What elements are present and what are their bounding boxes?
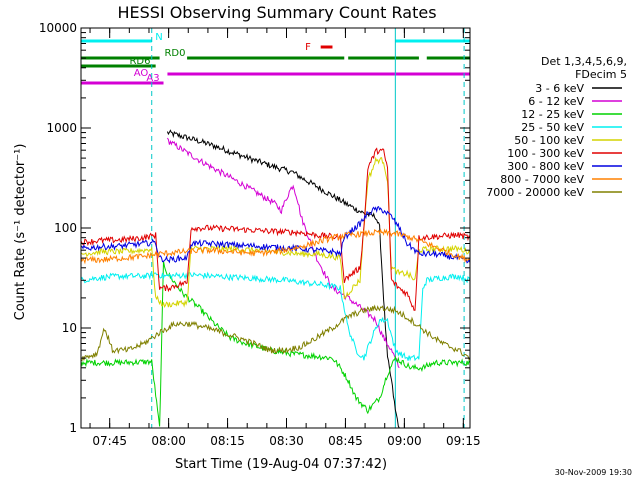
legend-entry-label: 100 - 300 keV	[507, 147, 584, 160]
series-line-7	[80, 228, 471, 265]
y-tick-label: 1	[69, 421, 77, 435]
flag-label: RD0	[164, 48, 185, 59]
x-tick-label: 08:00	[151, 434, 186, 448]
legend-header: FDecim 5	[575, 68, 627, 81]
y-axis-label: Count Rate (s⁻¹ detector⁻¹)	[13, 144, 28, 321]
legend-entry-label: 800 - 7000 keV	[500, 173, 584, 186]
flag-label: RD6	[129, 56, 150, 67]
x-axis-label: Start Time (19-Aug-04 07:37:42)	[175, 457, 387, 472]
flag-label: AO	[134, 68, 149, 79]
y-tick-label: 1000	[46, 121, 77, 135]
series-line-3	[80, 271, 471, 362]
series-line-6	[80, 206, 471, 264]
series-line-2	[80, 261, 471, 427]
legend-entry-label: 300 - 800 keV	[507, 160, 584, 173]
y-tick-label: 10000	[39, 21, 77, 35]
y-tick-label: 100	[54, 221, 77, 235]
legend-entry-label: 12 - 25 keV	[521, 108, 584, 121]
x-axis-ticks: 07:45 08:00 08:15 08:30 08:45 09:00 09:15	[89, 28, 481, 448]
legend-header: Det 1,3,4,5,6,9,	[541, 55, 627, 68]
x-tick-label: 07:45	[92, 434, 127, 448]
x-tick-label: 09:15	[446, 434, 481, 448]
flag-label: N	[155, 32, 162, 43]
legend-entry-label: 50 - 100 keV	[514, 134, 584, 147]
series-line-1	[166, 137, 400, 369]
legend-entry-label: 25 - 50 keV	[521, 121, 584, 134]
y-tick-label: 10	[62, 321, 77, 335]
chart-title: HESSI Observing Summary Count Rates	[117, 3, 436, 22]
series-lines	[80, 129, 471, 429]
legend-entry-label: 3 - 6 keV	[535, 82, 584, 95]
series-line-5	[80, 147, 471, 311]
x-tick-label: 09:00	[387, 434, 422, 448]
x-tick-label: 08:30	[269, 434, 304, 448]
footer-timestamp: 30-Nov-2009 19:30	[555, 468, 632, 477]
y-axis-ticks: 1 10 100 1000 10000	[39, 21, 470, 435]
legend-entry-label: 6 - 12 keV	[528, 95, 584, 108]
x-tick-label: 08:15	[210, 434, 245, 448]
flag-label: F	[305, 42, 311, 53]
series-line-0	[166, 129, 400, 429]
legend-entry-label: 7000 - 20000 keV	[486, 186, 584, 199]
flag-label: A3	[146, 73, 159, 84]
series-line-4	[80, 156, 471, 309]
x-tick-label: 08:45	[328, 434, 363, 448]
series-line-8	[80, 304, 471, 362]
